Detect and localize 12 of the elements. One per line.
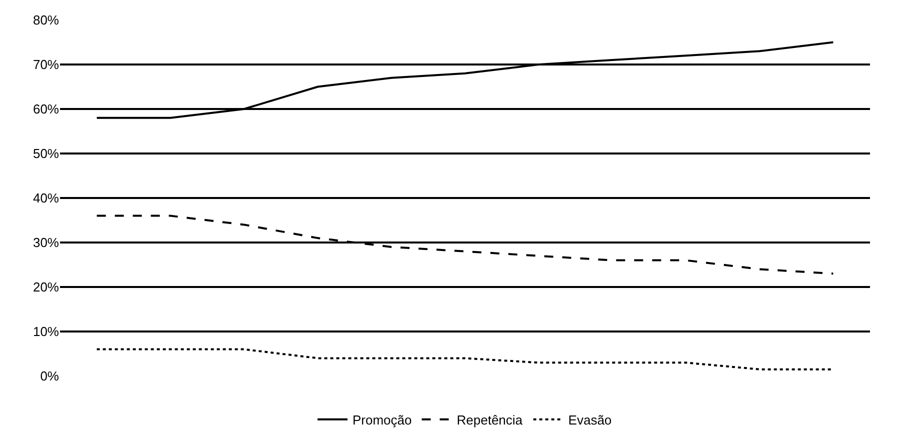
- y-tick-label: 40%: [32, 190, 60, 206]
- y-tick-label: 60%: [32, 102, 60, 117]
- y-tick-label: 50%: [32, 146, 60, 162]
- y-tick-label: 10%: [32, 324, 60, 340]
- y-tick-label: 30%: [32, 235, 60, 250]
- y-tick-label: 0%: [40, 368, 60, 384]
- legend-label: Repetência: [456, 412, 524, 428]
- legend-label: Promoção: [352, 412, 412, 428]
- y-tick-label: 20%: [32, 280, 60, 295]
- y-tick-label: 80%: [32, 12, 60, 28]
- legend-label: Evasão: [568, 412, 612, 428]
- y-tick-label: 70%: [32, 57, 60, 72]
